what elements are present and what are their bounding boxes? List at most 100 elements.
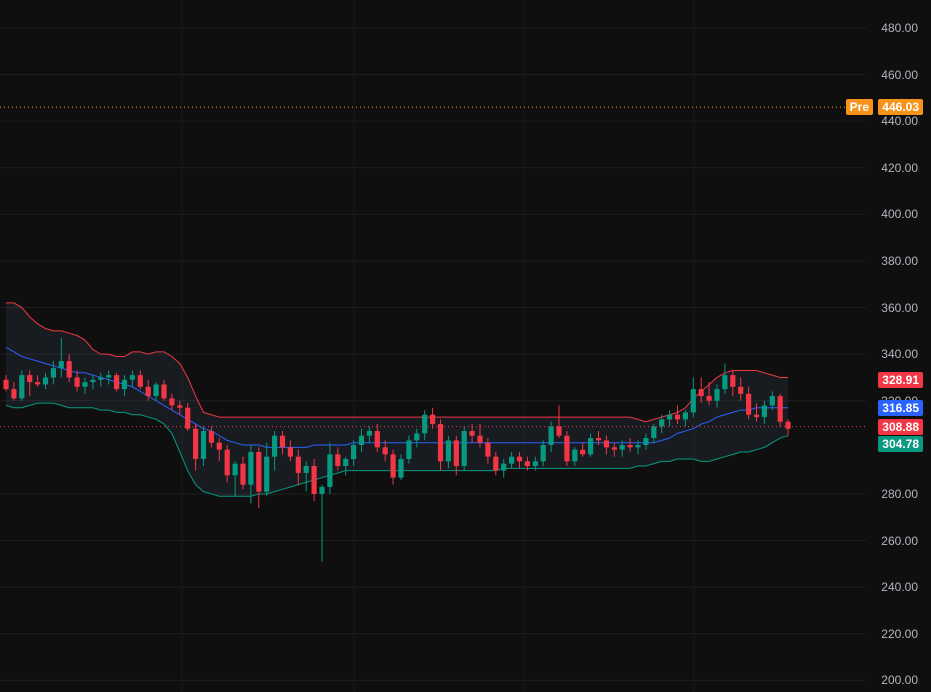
candle — [682, 410, 688, 427]
candle-body — [193, 428, 199, 460]
y-tick-label: 380.00 — [881, 253, 918, 268]
candle-body — [485, 442, 491, 457]
candle-body — [374, 431, 380, 448]
candle-body — [690, 389, 696, 413]
candle-body — [540, 445, 546, 462]
candle — [161, 379, 167, 401]
candle-body — [27, 375, 33, 383]
candle — [303, 461, 309, 492]
candle — [185, 403, 191, 432]
candle — [595, 431, 602, 446]
y-tick-label: 460.00 — [881, 67, 918, 82]
candle — [651, 424, 657, 443]
candle — [588, 433, 594, 457]
candle — [121, 375, 128, 397]
candle — [351, 440, 357, 466]
candle-body — [445, 440, 451, 462]
candle-body — [603, 440, 609, 448]
candle — [129, 370, 135, 387]
basis-band-line — [5, 346, 789, 448]
candle-body — [674, 414, 681, 420]
candle — [58, 337, 64, 378]
candle — [42, 372, 49, 390]
candle-body — [509, 456, 515, 464]
candle-body — [185, 407, 191, 429]
candle — [532, 456, 538, 471]
premarket-price-label: 446.03 — [878, 99, 923, 116]
candle — [603, 435, 609, 455]
candle — [556, 405, 562, 439]
candle — [248, 445, 254, 504]
candle-body — [256, 452, 262, 492]
candle-body — [58, 361, 64, 369]
candle-body — [74, 377, 80, 387]
candle-body — [706, 396, 712, 401]
candle-body — [200, 431, 207, 460]
price-label: 328.91 — [878, 371, 923, 388]
candle-body — [3, 379, 9, 390]
candle-body — [753, 414, 760, 418]
candle-body — [651, 426, 657, 439]
candle-body — [311, 465, 317, 494]
candle-body — [106, 375, 112, 378]
candle — [358, 428, 365, 453]
band-fill — [6, 302, 789, 497]
candle-body — [572, 449, 578, 462]
candle — [785, 419, 791, 436]
candle-body — [161, 384, 167, 399]
candle-body — [366, 431, 372, 436]
candle — [445, 435, 451, 469]
candle-body — [279, 435, 286, 448]
candle-body — [42, 377, 49, 385]
candle — [564, 431, 570, 466]
candle-body — [580, 449, 586, 455]
candle — [406, 435, 412, 464]
candle-body — [611, 447, 617, 450]
candle-body — [208, 431, 214, 443]
candle — [509, 452, 515, 469]
candle-body — [343, 459, 349, 466]
candle-body — [635, 445, 641, 448]
candle-body — [287, 447, 293, 457]
y-tick-label: 440.00 — [881, 114, 918, 129]
candle-body — [50, 368, 56, 378]
candle — [414, 428, 420, 448]
candle-body — [493, 456, 499, 471]
candle — [516, 452, 523, 469]
candle-body — [430, 414, 436, 425]
candle-body — [461, 431, 467, 466]
candle-body — [619, 445, 625, 450]
candle — [74, 370, 80, 392]
candle-body — [90, 379, 96, 383]
candle — [635, 440, 641, 455]
candle — [3, 375, 9, 392]
candle — [240, 456, 246, 490]
lower-band-line — [5, 402, 789, 497]
candle — [27, 370, 33, 397]
candle — [548, 421, 554, 453]
candle — [422, 410, 428, 441]
grid-lines — [0, 0, 866, 692]
candle-body — [682, 412, 688, 420]
candle-body — [335, 454, 341, 466]
candle-body — [121, 379, 128, 390]
candle — [730, 370, 736, 397]
candle-body — [264, 456, 270, 492]
y-tick-label: 340.00 — [881, 347, 918, 362]
candle-body — [406, 440, 412, 460]
candle-body — [524, 461, 530, 466]
candle — [66, 354, 72, 383]
candle-body — [11, 389, 17, 399]
candle — [177, 400, 183, 415]
candle — [327, 442, 333, 494]
candle — [493, 452, 499, 476]
candle-body — [698, 389, 704, 397]
y-tick-label: 420.00 — [881, 160, 918, 175]
candle-body — [588, 438, 594, 455]
candle — [145, 379, 151, 401]
price-label: 316.85 — [878, 400, 923, 417]
candle-body — [595, 438, 602, 441]
y-tick-label: 240.00 — [881, 580, 918, 595]
candle-body — [785, 421, 791, 429]
